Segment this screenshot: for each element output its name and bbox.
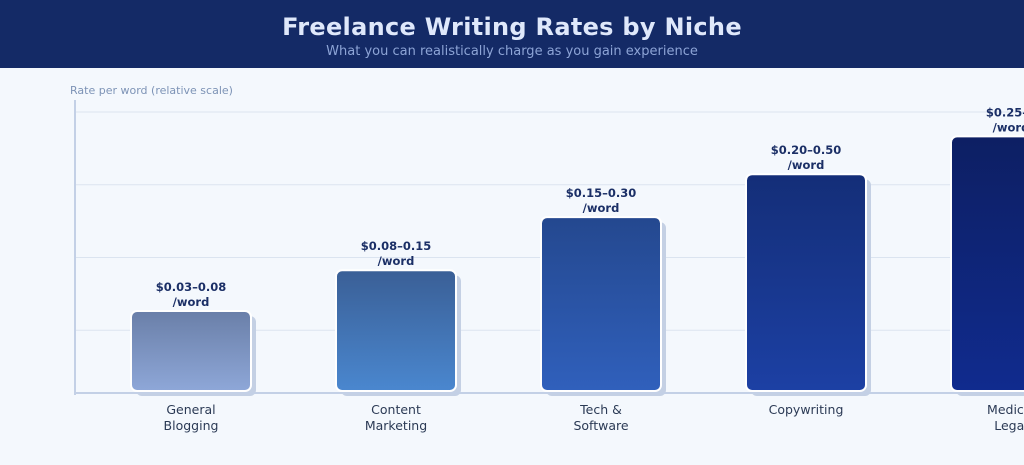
bar <box>540 216 662 392</box>
chart-subtitle: What you can realistically charge as you… <box>326 44 698 59</box>
bar <box>130 309 252 393</box>
value-label: /word <box>173 295 210 309</box>
bar <box>745 173 867 392</box>
value-label: $0.20–0.50 <box>771 143 842 157</box>
bar <box>335 269 457 392</box>
value-labels: $0.03–0.08/word$0.08–0.15/word$0.15–0.30… <box>156 105 1024 309</box>
value-label: /word <box>993 120 1024 134</box>
value-label: /word <box>378 254 415 268</box>
value-label: $0.03–0.08 <box>156 280 227 294</box>
value-label: $0.08–0.15 <box>361 239 432 253</box>
y-axis-label: Rate per word (relative scale) <box>70 84 233 97</box>
chart-header: Freelance Writing Rates by Niche What yo… <box>0 0 1024 68</box>
category-label: Copywriting <box>768 402 844 417</box>
category-label: Content Marketing <box>364 402 428 433</box>
chart-title: Freelance Writing Rates by Niche <box>282 13 742 41</box>
value-label: /word <box>583 201 620 215</box>
value-label: $0.25–0 <box>986 105 1024 119</box>
value-label: $0.15–0.30 <box>566 186 637 200</box>
bars <box>130 135 1024 396</box>
bar <box>950 135 1024 392</box>
category-label: Tech & Software <box>573 402 629 433</box>
value-label: /word <box>788 158 825 172</box>
category-label: Medical Legal <box>987 402 1024 433</box>
category-label: General Blogging <box>163 402 219 433</box>
